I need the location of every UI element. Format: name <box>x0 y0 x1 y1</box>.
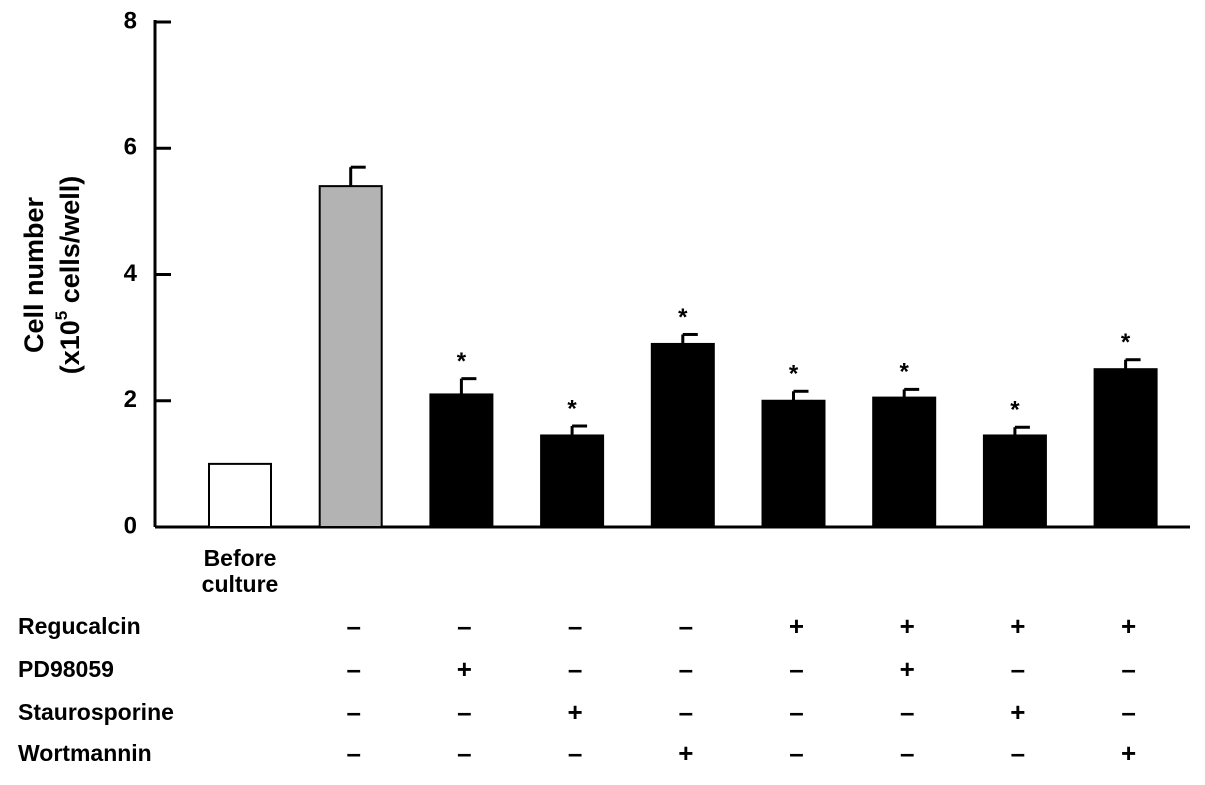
treatment-sign: – <box>457 738 471 768</box>
significance-mark: * <box>1010 397 1020 424</box>
bar <box>540 434 605 528</box>
y-label-sup: 5 <box>52 311 71 320</box>
bar <box>429 393 494 528</box>
y-tick-label: 2 <box>124 386 137 413</box>
treatment-sign: – <box>679 611 693 641</box>
treatment-sign: – <box>568 738 582 768</box>
bar <box>318 185 383 528</box>
treatment-sign: – <box>789 654 803 684</box>
y-label-part: (x10 <box>55 320 85 374</box>
bar <box>761 399 826 528</box>
treatment-sign: + <box>789 611 804 641</box>
treatment-sign: – <box>346 738 360 768</box>
treatment-sign: – <box>1121 697 1135 727</box>
treatment-sign: + <box>568 697 583 727</box>
y-label-part: cells/well) <box>55 176 85 311</box>
treatment-sign: + <box>1010 611 1025 641</box>
bar <box>650 342 715 528</box>
treatment-name: Regucalcin <box>18 613 141 639</box>
treatment-sign: – <box>679 654 693 684</box>
y-axis-label: Cell number (x105 cells/well) <box>19 176 85 375</box>
y-tick-label: 4 <box>124 260 138 287</box>
treatment-sign: + <box>900 611 915 641</box>
significance-mark: * <box>457 348 467 375</box>
bar <box>208 462 272 528</box>
treatment-sign: – <box>789 697 803 727</box>
y-tick-label: 0 <box>124 512 137 539</box>
y-tick-label: 6 <box>124 134 137 161</box>
treatment-sign: + <box>678 738 693 768</box>
treatment-sign: – <box>346 697 360 727</box>
y-label-line1: Cell number <box>19 196 49 353</box>
significance-mark: * <box>1121 329 1131 356</box>
treatment-name: Wortmannin <box>18 740 152 766</box>
significance-mark: * <box>789 361 799 388</box>
treatment-sign: – <box>900 738 914 768</box>
bar <box>1093 368 1158 528</box>
treatment-sign: – <box>457 697 471 727</box>
bar <box>872 396 937 528</box>
y-label-line2: (x105 cells/well) <box>52 176 85 375</box>
treatment-sign: – <box>568 654 582 684</box>
bar <box>982 434 1047 528</box>
treatment-name: PD98059 <box>18 656 114 682</box>
treatment-sign: + <box>900 654 915 684</box>
significance-mark: * <box>678 304 688 331</box>
treatment-sign: – <box>1011 654 1025 684</box>
treatment-sign: + <box>1121 611 1136 641</box>
significance-mark: * <box>900 359 910 386</box>
treatment-sign: + <box>457 654 472 684</box>
treatment-sign: – <box>679 697 693 727</box>
treatment-name: Staurosporine <box>18 699 174 725</box>
treatment-sign: – <box>1121 654 1135 684</box>
x-tick-label: Before culture <box>202 545 279 597</box>
x-tick-label-text: Before culture <box>202 545 279 597</box>
treatment-sign: + <box>1010 697 1025 727</box>
treatment-sign: – <box>346 654 360 684</box>
treatment-sign: – <box>789 738 803 768</box>
treatment-sign: – <box>457 611 471 641</box>
treatment-sign: – <box>1011 738 1025 768</box>
significance-mark: * <box>567 395 577 422</box>
treatment-sign: – <box>346 611 360 641</box>
y-tick-label: 8 <box>124 7 137 34</box>
treatment-sign: – <box>900 697 914 727</box>
treatment-sign: – <box>568 611 582 641</box>
treatment-sign: + <box>1121 738 1136 768</box>
